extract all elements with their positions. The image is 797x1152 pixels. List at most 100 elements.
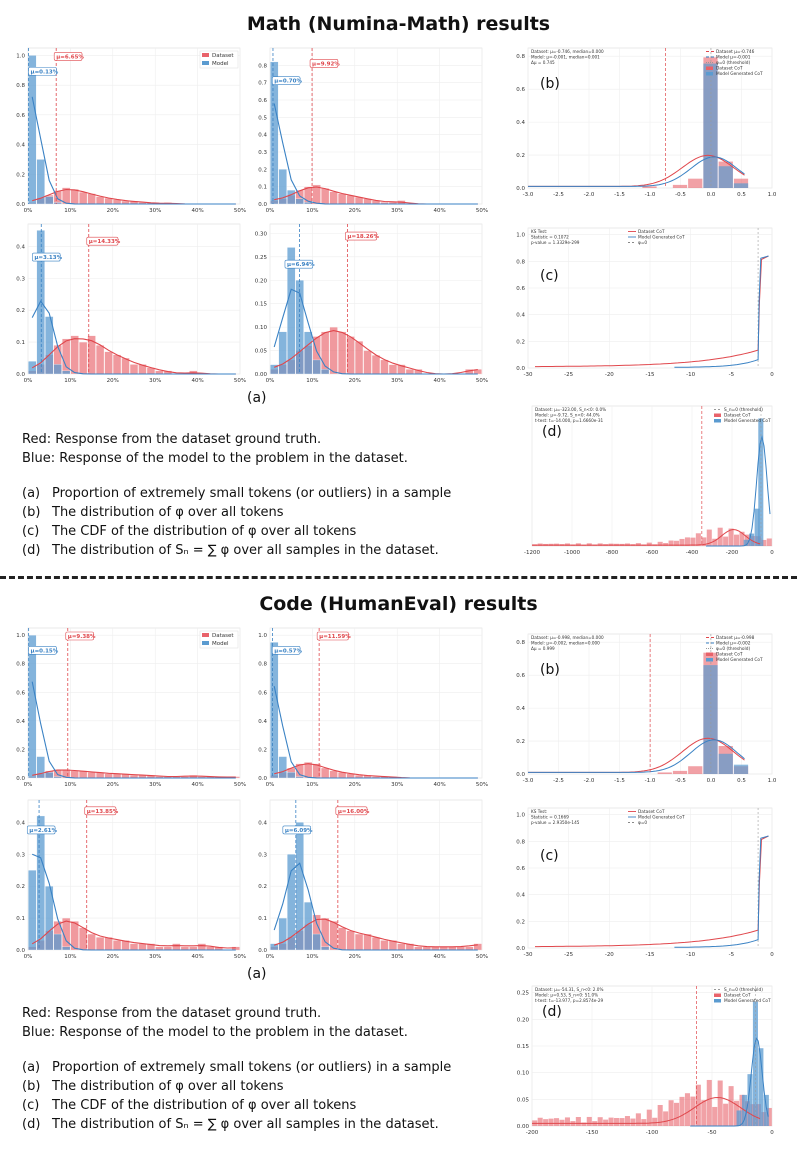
stats-text: t-test: t=-13.977, p=2.8574e-29 xyxy=(535,998,603,1003)
model-bar xyxy=(53,202,62,205)
y-tick-label: 0.4 xyxy=(16,820,25,826)
dataset-bar xyxy=(380,940,389,951)
model-bar xyxy=(45,316,54,375)
y-tick-label: 0.8 xyxy=(516,259,525,265)
x-tick-label: -15 xyxy=(646,372,655,378)
x-tick-label: -1.5 xyxy=(614,192,625,198)
mean-annotation-box xyxy=(284,259,314,269)
legend-blue-line: Blue: Response of the model to the probl… xyxy=(22,451,408,466)
x-tick-label: 20% xyxy=(349,782,361,788)
dataset-kde-line xyxy=(31,920,236,949)
phi-cdf-code: -30 -25 -20 -15 -10 -5 0 0.0 0.2 0.4 0.6 0.8 1.0 KS T… xyxy=(516,807,774,958)
legend-swatch xyxy=(706,72,713,76)
dataset-bar xyxy=(70,921,79,951)
x-tick-label: 50% xyxy=(476,208,488,214)
x-tick-label: 0% xyxy=(24,378,33,384)
mean-annotation-box xyxy=(65,631,94,641)
x-tick-label: -5 xyxy=(729,952,735,958)
model-bar xyxy=(763,1094,769,1126)
dataset-bar xyxy=(688,766,703,774)
legend-label: Model Generated CoT xyxy=(716,71,763,77)
model-bar xyxy=(62,370,71,375)
model-kde-line xyxy=(31,96,236,205)
legend-label: Dataset CoT xyxy=(716,66,743,72)
y-tick-label: 0.0 xyxy=(16,776,25,782)
y-tick-label: 0.6 xyxy=(258,98,267,104)
x-tick-label: 20% xyxy=(107,782,119,788)
x-tick-label: -1.0 xyxy=(645,192,656,198)
y-tick-label: 1.0 xyxy=(516,813,525,819)
dataset-bar xyxy=(312,184,321,205)
mean-annotation-box xyxy=(86,236,119,246)
y-tick-label: 0.4 xyxy=(516,706,525,712)
hist-grid-label-math: (a) xyxy=(247,390,267,406)
y-tick-label: 0.0 xyxy=(258,948,267,954)
dataset-bar xyxy=(321,917,330,951)
legend-label: Model xyxy=(212,61,229,67)
model-bar xyxy=(36,159,45,205)
x-tick-label: 40% xyxy=(433,208,445,214)
model-bar xyxy=(45,772,54,779)
mean-annotation-box xyxy=(345,231,377,241)
dataset-bar xyxy=(354,933,364,951)
x-tick-label: -600 xyxy=(646,550,659,556)
mean-annotation-box xyxy=(28,645,57,655)
x-tick-label: 30% xyxy=(391,208,403,214)
y-tick-label: 0.4 xyxy=(516,313,525,319)
y-tick-label: 0.0 xyxy=(516,366,525,372)
y-tick-label: 0.0 xyxy=(16,372,25,378)
model-cdf-line xyxy=(674,835,769,948)
stats-text: Model: μ=-9.72, S_n<0: 44.0% xyxy=(535,413,600,418)
dataset-cdf-line xyxy=(535,255,769,368)
dataset-bar xyxy=(337,927,347,951)
legend-swatch-dataset xyxy=(202,53,209,57)
dataset-bar xyxy=(104,351,113,375)
x-tick-label: -10 xyxy=(686,372,695,378)
model-bar xyxy=(703,63,718,188)
mean-annotation-box xyxy=(32,252,61,262)
dataset-bar xyxy=(329,770,338,779)
dataset-bar xyxy=(129,364,139,375)
y-tick-label: 0.6 xyxy=(258,690,267,696)
model-bar xyxy=(53,776,62,779)
legend-label: Model Generated CoT xyxy=(724,998,771,1004)
model-bar xyxy=(287,854,296,951)
dataset-bar xyxy=(657,772,672,774)
mean-annotation-label: μ=0.15% xyxy=(31,648,59,654)
x-tick-label: 10% xyxy=(64,954,76,960)
model-bar xyxy=(321,946,330,951)
x-tick-label: -100 xyxy=(646,1130,659,1136)
model-bar xyxy=(278,917,287,951)
stats-text: KS Test: xyxy=(531,229,547,234)
x-tick-label: 50% xyxy=(234,954,246,960)
y-tick-label: 0.8 xyxy=(16,83,25,89)
model-bar xyxy=(28,55,37,205)
dataset-bar xyxy=(112,940,122,951)
y-tick-label: 0.2 xyxy=(258,747,267,753)
dataset-kde-line xyxy=(274,918,478,948)
x-tick-label: -20 xyxy=(605,952,614,958)
model-bar xyxy=(62,946,71,951)
legend-swatch xyxy=(714,419,721,423)
model-bar xyxy=(270,61,279,205)
stats-text: Statistic = 0.1669 xyxy=(531,815,569,820)
x-tick-label: 0 xyxy=(770,550,774,556)
legend-swatch-dataset xyxy=(202,633,209,637)
histogram-code-2: 0% 10% 20% 30% 40% 50% 0.0 0.2 0.4 0.6 0.8 1.0 μ=11.… xyxy=(258,627,488,788)
x-tick-label: 10% xyxy=(64,782,76,788)
dataset-bar xyxy=(663,543,669,546)
y-tick-label: 0.25 xyxy=(517,991,530,997)
mean-annotation-label: μ=6.09% xyxy=(285,828,313,834)
model-bar xyxy=(270,642,279,779)
x-tick-label: 30% xyxy=(391,954,403,960)
legend-label: S_n=0 (threshold) xyxy=(724,987,763,993)
dataset-bar xyxy=(635,543,641,546)
mean-annotation-box xyxy=(271,76,301,85)
y-tick-label: 0.1 xyxy=(258,916,267,922)
y-tick-label: 0.05 xyxy=(517,1097,530,1103)
x-tick-label: 0% xyxy=(24,954,33,960)
stats-text: Dataset: μ=-0.746, median=0.000 xyxy=(531,49,604,54)
model-kde-line xyxy=(706,435,771,547)
mean-annotation-label: μ=0.13% xyxy=(31,69,59,75)
mean-annotation-label: μ=13.85% xyxy=(87,809,119,815)
